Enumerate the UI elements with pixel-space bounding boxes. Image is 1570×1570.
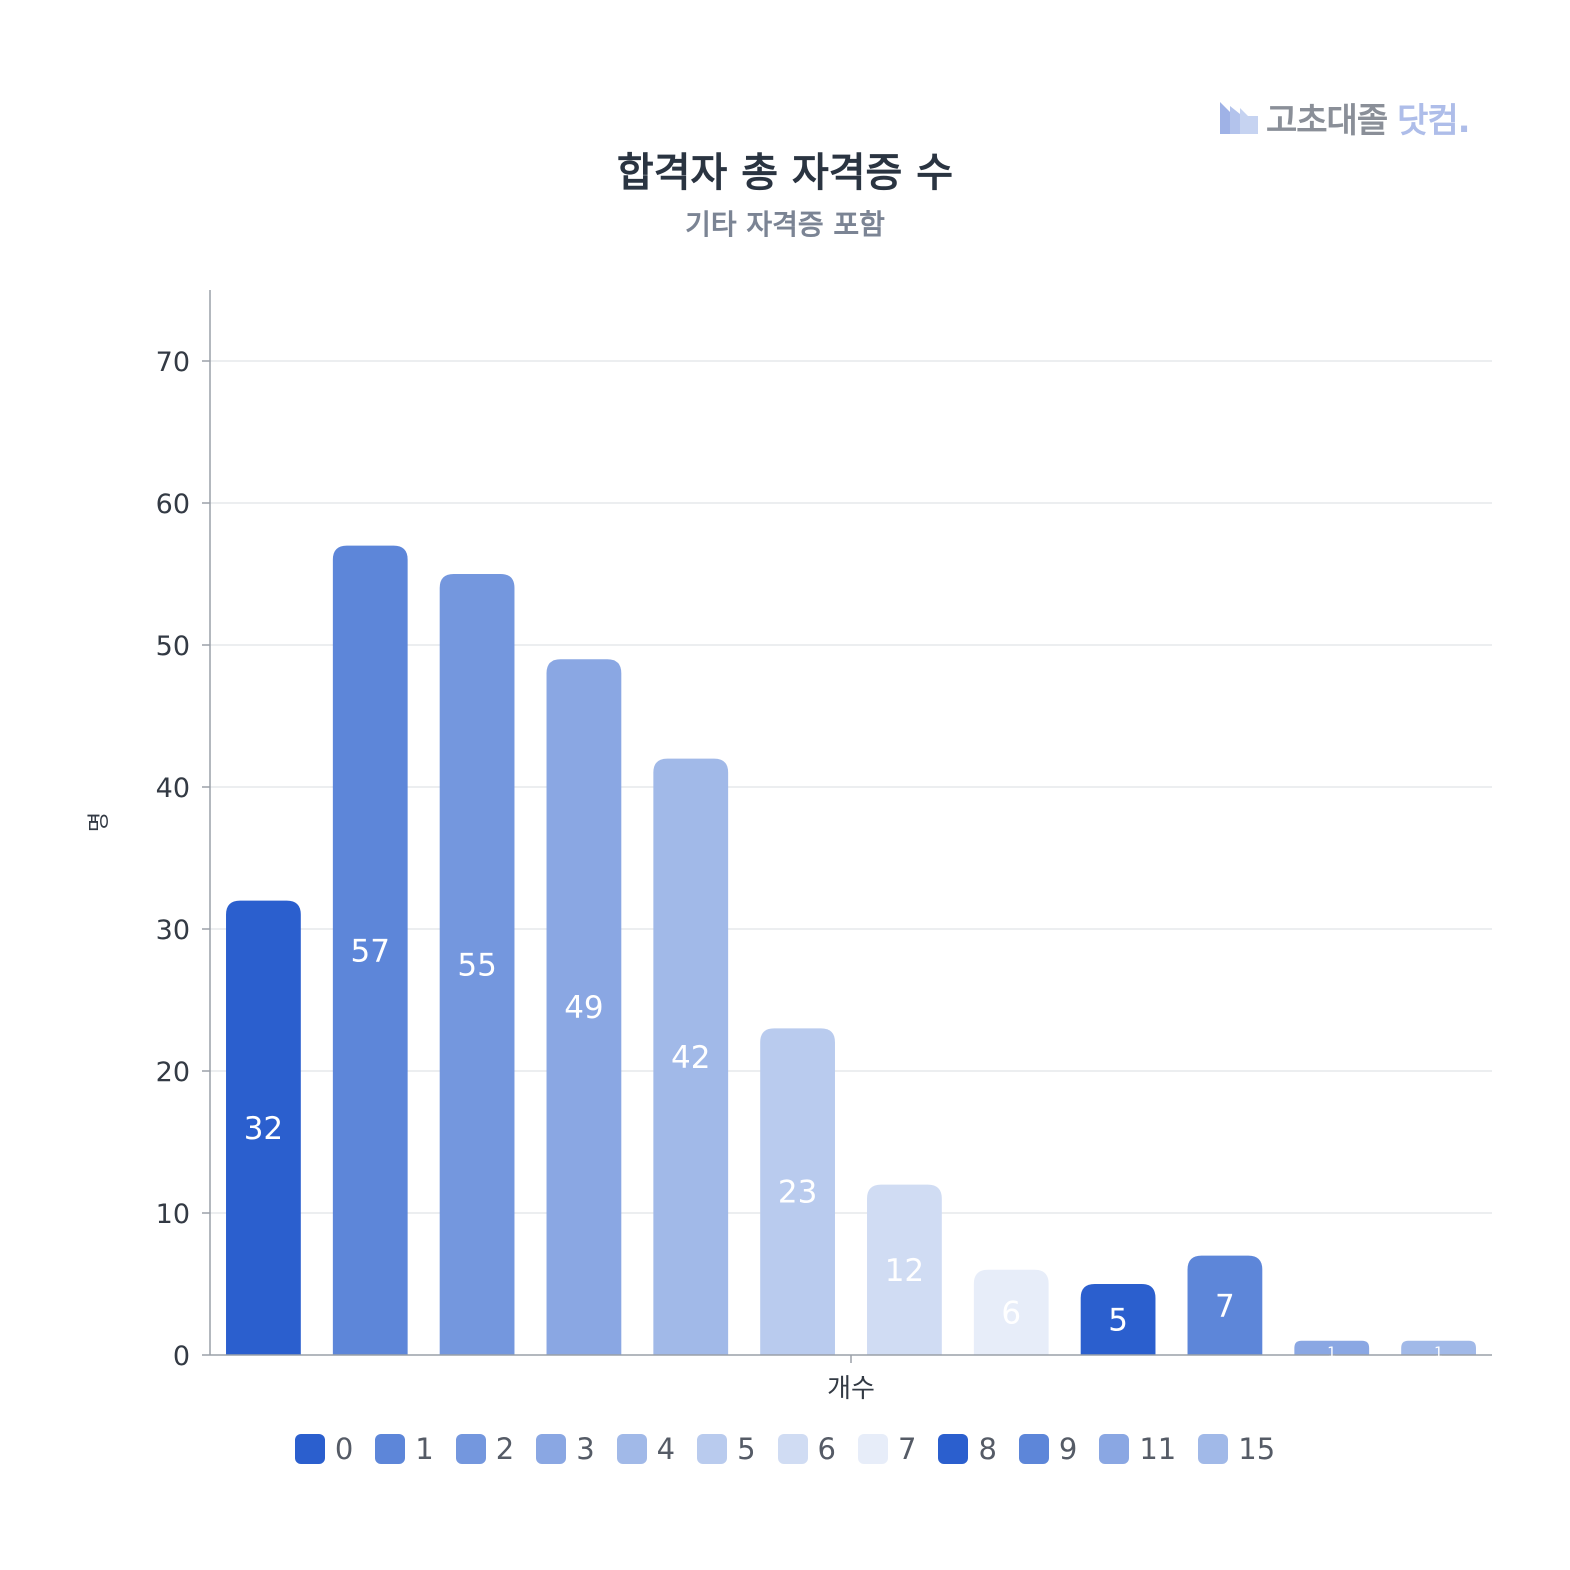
- legend-item[interactable]: 15: [1198, 1432, 1275, 1466]
- data-label: 5: [1108, 1303, 1128, 1339]
- bar: [1401, 1340, 1476, 1355]
- legend-swatch: [1198, 1434, 1229, 1464]
- legend-item[interactable]: 2: [455, 1432, 515, 1466]
- legend-item[interactable]: 9: [1018, 1432, 1078, 1466]
- data-label: 32: [244, 1111, 283, 1147]
- legend-swatch: [455, 1434, 486, 1464]
- bar: [546, 659, 622, 1355]
- legend-label: 11: [1139, 1432, 1177, 1466]
- bars: [226, 545, 1476, 1355]
- legend-swatch: [858, 1434, 888, 1464]
- legend-item[interactable]: 5: [697, 1432, 756, 1466]
- bar: [1080, 1284, 1156, 1355]
- bar: [653, 758, 729, 1355]
- legend-item[interactable]: 8: [938, 1432, 997, 1466]
- y-tick-label: 70: [156, 347, 190, 378]
- bar: [439, 574, 515, 1355]
- y-axis-label: 명: [87, 812, 112, 832]
- data-label: 49: [564, 990, 603, 1026]
- gridlines: [210, 360, 1492, 1214]
- brand-logo: 고초대졸 닷컴.: [1220, 92, 1471, 142]
- legend-item[interactable]: 7: [858, 1432, 916, 1466]
- y-tick-label: 50: [156, 631, 190, 662]
- y-tick-label: 60: [156, 489, 190, 520]
- chart-subtitle: 기타 자격증 포함: [685, 208, 885, 241]
- data-label: 23: [778, 1175, 817, 1211]
- legend-label: 7: [898, 1432, 917, 1466]
- legend-swatch: [777, 1434, 808, 1464]
- legend-label: 6: [817, 1432, 836, 1466]
- legend: 0 1 2 3 4 5 6 7 8 9 11 15: [0, 1432, 1570, 1466]
- y-tick-label: 10: [156, 1199, 190, 1230]
- data-label: 55: [457, 948, 496, 984]
- y-tick-label: 30: [156, 915, 190, 946]
- legend-label: 15: [1238, 1432, 1276, 1466]
- legend-label: 9: [1058, 1432, 1078, 1466]
- bar: [760, 1028, 835, 1355]
- legend-swatch: [536, 1434, 567, 1464]
- x-axis-label: 개수: [827, 1374, 875, 1404]
- legend-label: 0: [334, 1432, 354, 1466]
- legend-item[interactable]: 0: [294, 1432, 354, 1466]
- legend-swatch: [938, 1434, 969, 1464]
- data-label: 42: [671, 1040, 710, 1076]
- legend-label: 4: [656, 1432, 676, 1466]
- legend-swatch: [1099, 1434, 1130, 1464]
- bar: [867, 1184, 942, 1355]
- y-tick-label: 40: [156, 773, 190, 804]
- data-label: 1: [1434, 1345, 1443, 1361]
- bar: [1187, 1255, 1263, 1355]
- data-label: 12: [885, 1253, 924, 1289]
- chart-title: 합격자 총 자격증 수: [616, 150, 954, 196]
- brand-name: 고초대졸: [1266, 100, 1388, 141]
- bar: [1294, 1340, 1370, 1355]
- legend-label: 8: [978, 1432, 997, 1466]
- brand-suffix: 닷컴.: [1397, 100, 1470, 141]
- y-tick-label: 0: [173, 1341, 190, 1372]
- legend-swatch: [375, 1434, 406, 1464]
- axes: [209, 290, 1492, 1363]
- data-label: 6: [1001, 1295, 1021, 1331]
- legend-swatch: [616, 1434, 647, 1464]
- legend-label: 2: [495, 1432, 515, 1466]
- legend-item[interactable]: 3: [536, 1432, 595, 1466]
- legend-label: 5: [737, 1432, 756, 1466]
- data-label: 1: [1327, 1345, 1336, 1361]
- legend-label: 1: [415, 1432, 434, 1466]
- legend-swatch: [697, 1434, 728, 1464]
- legend-item[interactable]: 1: [375, 1432, 434, 1466]
- legend-swatch: [1018, 1434, 1049, 1464]
- legend-item[interactable]: 6: [777, 1432, 836, 1466]
- legend-label: 3: [576, 1432, 595, 1466]
- bar: [226, 900, 301, 1355]
- y-tick-label: 20: [156, 1057, 190, 1088]
- bar: [973, 1269, 1049, 1355]
- legend-swatch: [294, 1434, 325, 1464]
- legend-item[interactable]: 4: [616, 1432, 676, 1466]
- y-ticks: 0 10 20 30 40 50 60 70: [156, 347, 210, 1372]
- data-label: 57: [351, 933, 390, 969]
- factory-icon: [1220, 102, 1258, 134]
- data-label: 7: [1215, 1288, 1235, 1324]
- bar: [332, 545, 408, 1355]
- legend-item[interactable]: 11: [1099, 1432, 1176, 1466]
